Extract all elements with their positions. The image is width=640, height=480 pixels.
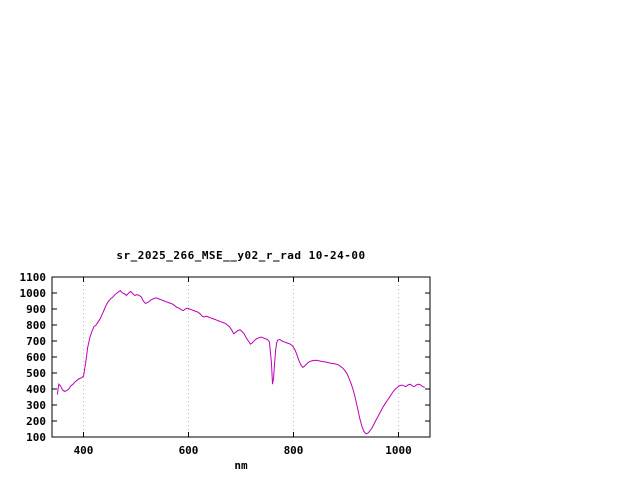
chart-title: sr_2025_266_MSE__y02_r_rad 10-24-00: [116, 249, 366, 262]
y-tick-label: 600: [26, 351, 46, 364]
x-tick-label: 600: [178, 444, 199, 457]
y-tick-label: 500: [26, 367, 46, 380]
y-tick-label: 1100: [19, 271, 47, 284]
x-tick-label: 1000: [385, 444, 412, 457]
x-tick-label: 800: [283, 444, 304, 457]
x-axis-label: nm: [234, 459, 248, 472]
y-tick-label: 100: [26, 431, 46, 444]
x-tick-label: 400: [73, 444, 94, 457]
y-tick-label: 200: [26, 415, 46, 428]
y-tick-label: 400: [26, 383, 46, 396]
y-tick-label: 1000: [19, 287, 47, 300]
y-tick-label: 900: [26, 303, 46, 316]
y-tick-label: 800: [26, 319, 46, 332]
y-tick-label: 300: [26, 399, 46, 412]
y-tick-label: 700: [26, 335, 46, 348]
spectrum-line: [56, 289, 425, 435]
